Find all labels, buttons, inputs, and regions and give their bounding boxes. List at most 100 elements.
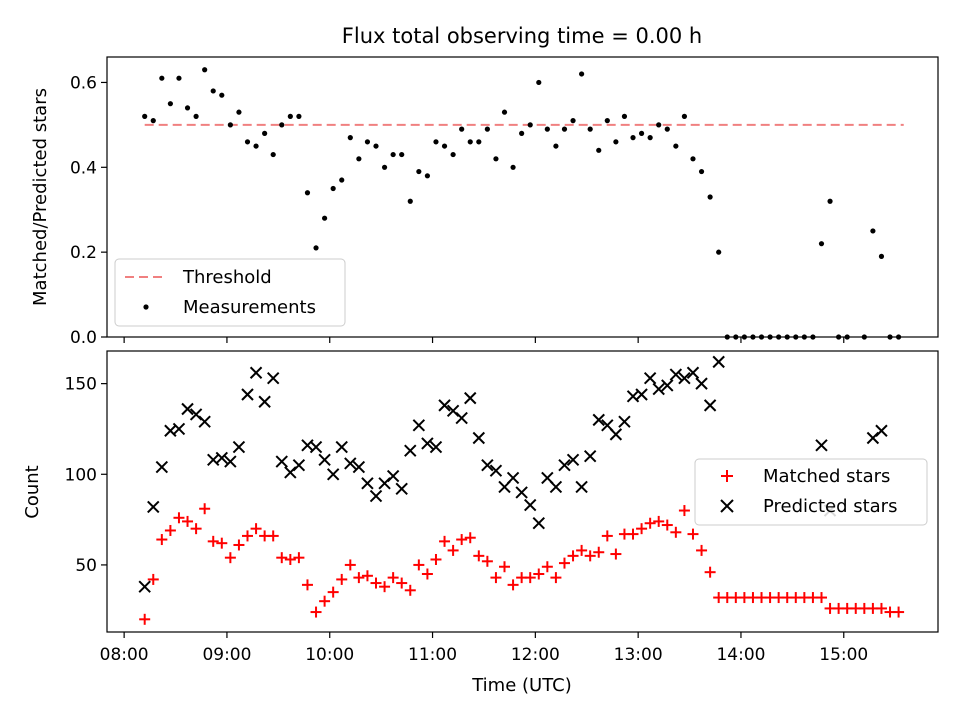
matched-star-point [815,592,827,604]
bottom-plot-frame [106,350,939,633]
matched-star-point [447,544,459,556]
predicted-star-point [515,486,528,499]
measurement-point [184,105,191,111]
matched-star-point [541,561,553,573]
predicted-star-point [592,413,605,427]
predicted-star-point [472,431,486,445]
matched-star-point [182,515,194,527]
matched-star-point [250,523,262,535]
matched-stars-series [139,503,905,625]
measurement-point [279,122,285,128]
measurement-point [544,126,550,132]
measurement-point [681,113,688,119]
predicted-star-point [155,460,169,474]
matched-star-point [490,572,502,584]
x-tick-label: 10:00 [305,645,354,665]
predicted-star-point [138,580,151,593]
measurement-point [433,139,439,145]
measurement-point [707,194,713,200]
measurement-point [304,190,311,196]
measurement-point [519,130,525,136]
bottom-y-tick-label: 100 [65,465,97,485]
top-y-axis-label: Matched/Predicted stars [30,88,51,306]
matched-star-point [379,581,391,593]
measurement-point [202,67,208,73]
predicted-star-point [275,455,288,468]
measurement-point [167,101,173,107]
measurement-point [416,168,422,175]
bottom-y-tick-label: 150 [65,375,97,395]
matched-star-point [507,579,519,591]
predicted-star-point [404,444,417,457]
matched-star-point [439,535,451,547]
predicted-star-point [147,500,160,514]
predicted-star-point [455,411,468,425]
predicted-star-point [489,464,503,477]
measurement-point [673,143,679,149]
threshold-legend-label: Threshold [182,267,272,288]
x-tick-label: 13:00 [614,645,663,665]
measurement-point [227,122,233,128]
matched-star-point [893,606,905,618]
matched-star-point [139,613,151,625]
measurement-point [424,173,431,179]
matched-star-point [207,535,219,547]
predicted-star-point [386,469,400,483]
bottom-panel: 50 100 150 08:00 09:00 10:00 11:00 12:00 13:00 1… [22,350,939,696]
predicted-star-point [429,440,443,454]
measurement-point [407,198,413,204]
measurement-point [870,228,876,234]
matched-star-point [156,534,168,546]
predicted-star-point [438,399,451,412]
matched-star-point [567,550,579,562]
predicted-star-point [669,368,683,381]
predicted-stars-legend-icon [720,499,734,513]
measurement-point [570,118,576,124]
predicted-star-point [703,399,717,412]
measurement-point [587,126,593,132]
predicted-star-point [524,498,537,512]
predicted-star-point [506,471,520,485]
predicted-star-point [875,424,888,437]
predicted-star-point [583,449,597,463]
bottom-y-axis: 50 100 150 [65,375,107,576]
measurement-point [210,88,216,94]
matched-star-point [224,552,236,564]
chart-title: Flux total observing time = 0.00 h [342,24,702,48]
predicted-star-point [369,489,383,503]
top-panel: 0.0 0.2 0.4 0.6 Matched/Predicted stars Thr… [30,56,939,348]
matched-star-point [593,546,605,558]
top-y-tick-label: 0.2 [70,243,97,263]
measurement-point [244,139,251,145]
measurement-point [159,75,165,81]
matched-star-point [499,561,511,573]
matched-star-point [670,526,682,538]
predicted-star-point [635,388,648,401]
predicted-star-point [686,366,700,379]
matched-star-point [336,573,348,585]
matched-star-point [661,519,673,531]
measurements-legend-label: Measurements [183,297,316,318]
predicted-star-point [344,457,357,470]
top-legend-box [114,258,346,327]
predicted-star-point [412,419,426,432]
measurement-point [579,71,585,77]
measurement-point [510,164,516,170]
measurement-point [441,143,448,149]
matched-star-point [696,544,708,556]
measurement-point [716,249,722,255]
predicted-star-point [335,440,348,454]
x-tick-label: 09:00 [202,645,251,665]
matched-star-point [216,537,228,549]
measurement-point [399,151,405,158]
matched-stars-legend-icon [721,470,733,482]
predicted-star-point [652,382,665,396]
matched-star-point [190,523,202,535]
measurement-point [527,122,533,128]
matched-star-point [370,577,382,589]
measurement-point [467,139,473,145]
measurement-point [818,241,825,247]
predicted-star-point [181,402,194,416]
matched-star-point [353,572,365,584]
